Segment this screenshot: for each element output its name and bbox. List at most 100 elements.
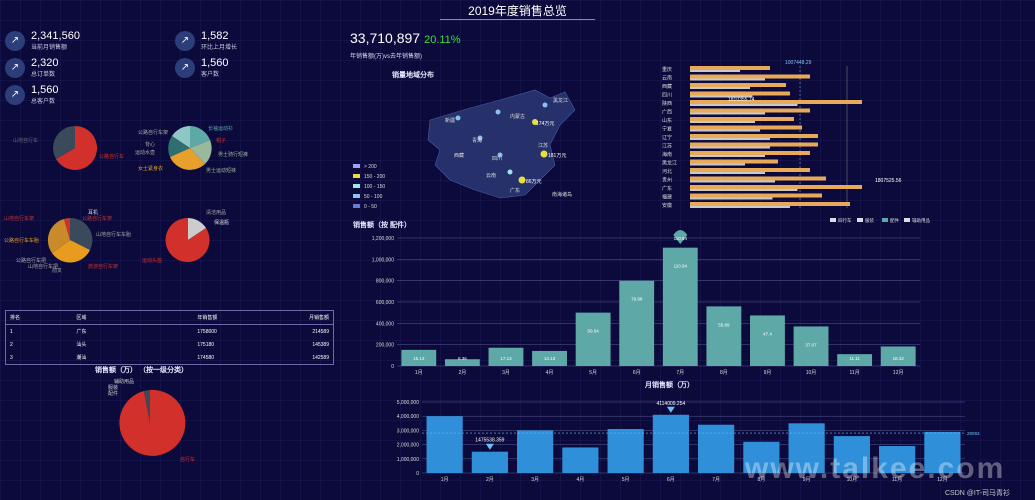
bar	[575, 312, 611, 366]
chart1-title: 销售额（按 配件）	[353, 222, 411, 229]
map-callout: 181万元	[548, 153, 566, 159]
trend-icon: ↗	[5, 57, 25, 78]
map-label: 南海诸岛	[552, 191, 572, 198]
pie-accessories: 耳机 公路自行车架 山地自行车架 山地自行车车胎 公路自行车车胎 旅游自行车架 …	[4, 209, 131, 274]
pie-label: 山地自行车架	[4, 215, 34, 222]
hbar-category-label: 云南	[662, 75, 672, 82]
map-label: 内蒙古	[510, 113, 525, 120]
hbar-bar-secondary	[690, 197, 773, 200]
category-pies: 公路自行车 山地自行车 长袖运动衫 公路自行车架 帽子 背心 男士骑行短裤 女士…	[4, 125, 248, 274]
legend-label: 辅助用品	[912, 217, 930, 224]
pie-slice	[70, 217, 93, 250]
pie-label: 男士骑行短裤	[218, 151, 248, 158]
x-tick-label: 1月	[415, 370, 423, 376]
hbar-category-label: 海南	[662, 151, 672, 158]
y-tick-label: 1,200,000	[372, 236, 394, 242]
pie-slice	[53, 126, 75, 159]
pie-label: 公路自行车把	[16, 257, 46, 264]
hbar-bar	[690, 202, 850, 206]
x-tick-label: 11月	[892, 477, 902, 483]
bar	[401, 349, 437, 366]
table-header: 排名 区域 年销售额 月销售额	[6, 311, 333, 325]
hbar-category-label: 广西	[662, 109, 672, 116]
x-tick-label: 7月	[712, 477, 720, 483]
hbar-bar-secondary	[690, 180, 775, 183]
hbar-legend: 四行车 服装 配件 辅助用品	[830, 217, 930, 224]
max-marker	[666, 406, 675, 413]
hbar-bar	[690, 117, 794, 121]
data-label: 6.36	[458, 356, 467, 361]
hbar-bar	[690, 134, 818, 138]
x-tick-label: 4月	[546, 370, 554, 376]
legend-swatch	[857, 218, 863, 222]
hbar-peak-label: 1810355.74	[728, 97, 755, 103]
legend-swatch	[353, 174, 360, 178]
legend-swatch	[353, 164, 360, 168]
bar	[879, 446, 916, 473]
pie-label: 运动水壶	[135, 149, 155, 156]
peak-marker	[673, 230, 688, 244]
cell: 1758000	[197, 328, 217, 335]
pie-label: 自行车	[180, 456, 195, 463]
data-label: 50.04	[587, 329, 599, 334]
y-tick-label: 800,000	[376, 279, 394, 285]
hbar-bar-secondary	[690, 163, 745, 166]
hbar-bar	[690, 168, 810, 172]
legend-label: > 200	[364, 164, 377, 170]
pie-slice	[190, 140, 212, 164]
map-title: 销量地域分布	[392, 72, 434, 79]
data-label: 14.13	[544, 356, 556, 361]
hbar-category-label: 安徽	[662, 202, 672, 209]
x-tick-label: 8月	[720, 370, 728, 376]
pie-label: 旅游自行车架	[88, 263, 118, 270]
hbar-bar	[690, 74, 810, 79]
hbar-category-label: 重庆	[662, 66, 672, 73]
page-title: 2019年度销售总览	[468, 4, 567, 18]
pie-label: 清洁用品	[206, 209, 226, 216]
x-tick-label: 10月	[847, 477, 858, 483]
x-tick-label: 9月	[803, 477, 811, 483]
pie-label: 服装	[108, 384, 118, 391]
legend-swatch	[353, 204, 360, 208]
x-tick-label: 3月	[531, 477, 539, 483]
cell: 1	[10, 328, 13, 335]
data-label: 37.07	[805, 342, 817, 347]
data-label: 79.98	[631, 297, 643, 302]
legend-label: 配件	[890, 217, 899, 224]
trend-icon: ↗	[175, 57, 195, 78]
pie-label: 背心	[145, 141, 155, 148]
bar	[788, 423, 825, 473]
x-tick-label: 12月	[893, 370, 904, 376]
hbar-bar	[690, 125, 802, 130]
y-tick-label: 3,000,000	[397, 428, 419, 434]
cell: 汕头	[76, 342, 87, 348]
hbar-category-label: 黑龙江	[662, 160, 677, 167]
pie-slice	[188, 218, 206, 240]
pie-slice	[144, 390, 150, 423]
hbar-bar	[690, 91, 790, 96]
pie-label: 长袖运动衫	[208, 125, 233, 132]
legend-label: 四行车	[838, 217, 852, 224]
trend-icon: ↗	[5, 84, 25, 105]
hbar-bar	[690, 142, 818, 147]
kpi-total-customers: ↗ 1,560 总客户数	[5, 84, 59, 105]
bar	[750, 315, 785, 366]
hbar-category-label: 山东	[662, 117, 672, 124]
hbar-category-label: 贵州	[662, 177, 672, 184]
y-tick-label: 4,000,000	[397, 414, 419, 420]
map-dot	[455, 115, 461, 121]
table-row: 3 潮汕 174580 142589	[6, 351, 333, 364]
x-tick-label: 9月	[764, 370, 772, 376]
data-label: 47.4	[763, 331, 772, 336]
legend-swatch	[830, 218, 836, 222]
pie-label: 公路自行车车胎	[4, 237, 39, 244]
kpi-month-sales: ↗ 2,341,560 当前月销售额	[5, 30, 80, 51]
hbar-bar-secondary	[690, 129, 760, 132]
map-label: 黑龙江	[553, 97, 568, 104]
x-tick-label: 3月	[502, 370, 510, 376]
y-tick-label: 2,000,000	[397, 443, 419, 449]
y-tick-label: 5,000,000	[397, 400, 419, 406]
bar	[652, 414, 689, 473]
pie-label: 辅助用品	[114, 378, 134, 385]
